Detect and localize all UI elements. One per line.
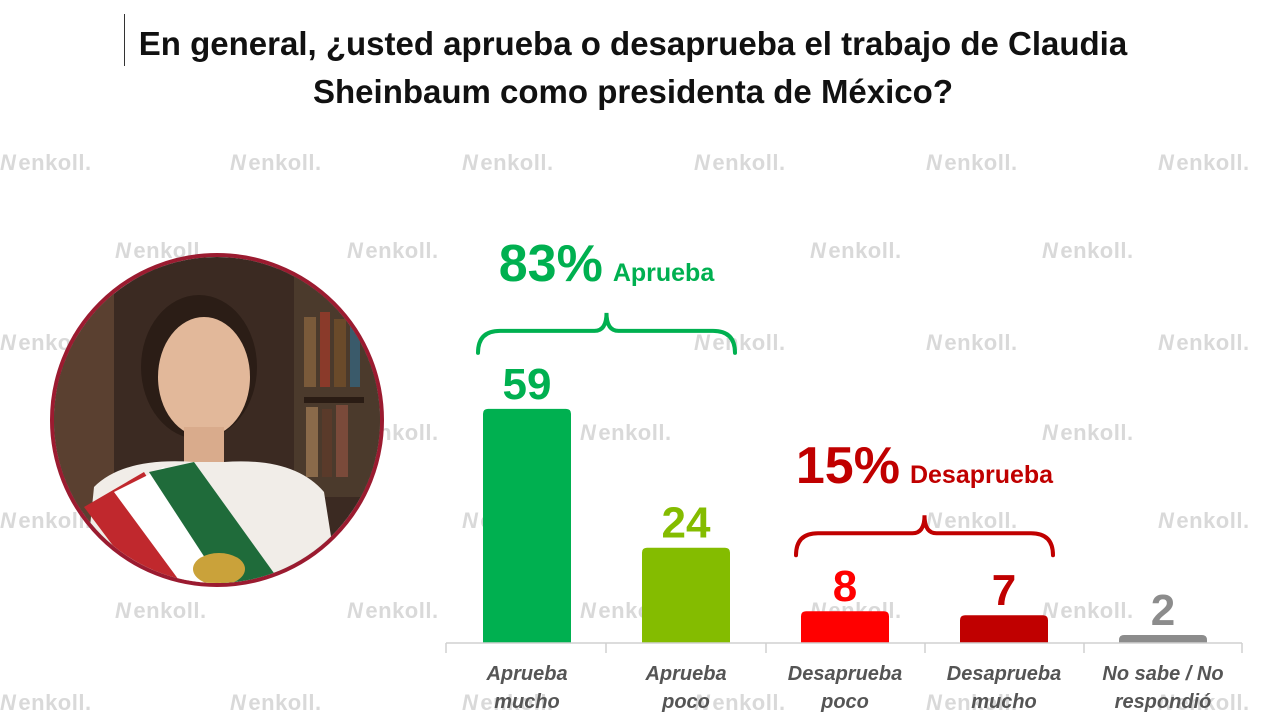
category-label: poco xyxy=(820,691,869,713)
category-label: respondió xyxy=(1115,691,1212,713)
bar-value-label: 2 xyxy=(1151,586,1175,635)
group-total-percent: 83% xyxy=(499,235,603,293)
bar xyxy=(1119,635,1207,643)
text-cursor xyxy=(124,14,125,66)
group-bracket xyxy=(794,515,1055,558)
bar xyxy=(642,547,730,643)
portrait-illustration xyxy=(54,257,380,583)
group-total-name: Aprueba xyxy=(613,259,716,287)
question-title-line-2: Sheinbaum como presidenta de México? xyxy=(313,73,953,110)
question-title-line-1: En general, ¿usted aprueba o desaprueba … xyxy=(138,25,1128,62)
bar xyxy=(483,408,571,643)
category-label: mucho xyxy=(494,691,560,713)
bar xyxy=(960,615,1048,643)
bar xyxy=(801,611,889,643)
category-label: poco xyxy=(661,691,710,713)
category-label: mucho xyxy=(971,691,1037,713)
category-label: Desaprueba xyxy=(947,663,1062,685)
bar-value-label: 7 xyxy=(992,566,1016,615)
group-total-name: Desaprueba xyxy=(910,461,1054,489)
category-label: Aprueba xyxy=(644,663,726,685)
group-total-label: 15% Desaprueba xyxy=(796,437,1054,495)
bar-value-label: 59 xyxy=(503,360,552,409)
category-label: No sabe / No xyxy=(1102,663,1223,685)
group-bracket xyxy=(476,312,737,355)
president-portrait xyxy=(50,253,384,587)
category-label: Desaprueba xyxy=(788,663,903,685)
category-label: Aprueba xyxy=(485,663,567,685)
question-title: En general, ¿usted aprueba o desaprueba … xyxy=(0,20,1266,116)
bar-value-label: 24 xyxy=(662,499,711,548)
bar-value-label: 8 xyxy=(833,562,857,611)
group-total-label: 83% Aprueba xyxy=(499,235,716,293)
group-total-percent: 15% xyxy=(796,437,900,495)
